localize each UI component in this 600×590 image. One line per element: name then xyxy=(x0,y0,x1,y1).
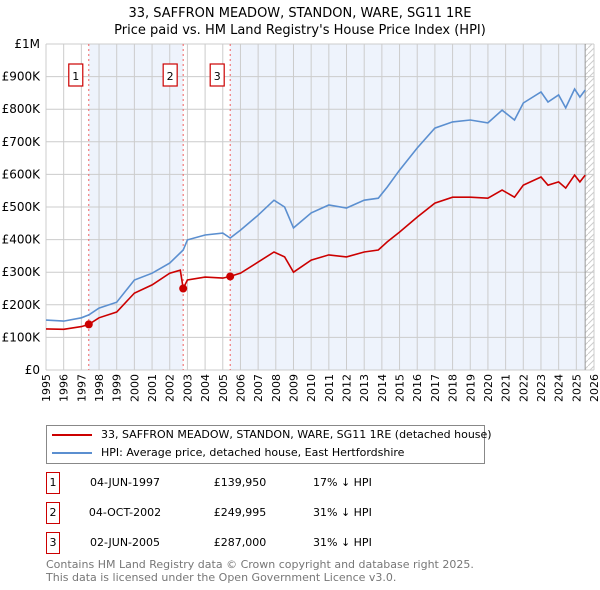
x-tick-label: 1999 xyxy=(111,374,124,402)
transaction-price: £249,995 xyxy=(213,506,267,519)
x-tick-label: 2006 xyxy=(234,374,247,402)
footer-licence: This data is licensed under the Open Gov… xyxy=(46,571,397,584)
x-tick-label: 2016 xyxy=(411,374,424,402)
sale-label-box xyxy=(68,63,84,87)
x-tick-label: 2003 xyxy=(181,374,194,402)
y-tick-label: £900K xyxy=(2,70,42,84)
x-tick-label: 2021 xyxy=(500,374,513,402)
chart-subtitle: Price paid vs. HM Land Registry's House … xyxy=(114,23,486,38)
sale-label: 2 xyxy=(167,70,174,83)
transaction-row: 3 02-JUN-2005 £287,000 31% ↓ HPI xyxy=(0,532,600,556)
x-tick-label: 2018 xyxy=(447,374,460,402)
x-tick-label: 2001 xyxy=(146,374,159,402)
legend-swatch-property xyxy=(52,434,92,436)
x-tick-label: 2010 xyxy=(305,374,318,402)
transaction-row: 1 04-JUN-1997 £139,950 17% ↓ HPI xyxy=(0,472,600,496)
x-tick-label: 2025 xyxy=(570,374,583,402)
y-tick-label: £300K xyxy=(2,265,42,279)
transaction-number: 2 xyxy=(46,502,60,524)
x-tick-label: 2015 xyxy=(394,374,407,402)
sale-point xyxy=(179,284,188,293)
legend: 33, SAFFRON MEADOW, STANDON, WARE, SG11 … xyxy=(46,425,492,464)
x-tick-label: 2014 xyxy=(376,374,389,402)
transaction-hpi-diff: 31% ↓ HPI xyxy=(313,536,372,549)
x-tick-label: 2004 xyxy=(199,374,212,402)
sale-label: 1 xyxy=(72,70,79,83)
chart-title: 33, SAFFRON MEADOW, STANDON, WARE, SG11 … xyxy=(128,6,471,21)
x-tick-label: 2009 xyxy=(287,374,300,402)
x-tick-label: 2007 xyxy=(252,374,265,402)
x-tick-label: 2002 xyxy=(164,374,177,402)
x-tick-label: 2019 xyxy=(464,374,477,402)
x-tick-label: 2020 xyxy=(482,374,495,402)
x-tick-label: 2017 xyxy=(429,374,442,402)
transaction-hpi-diff: 17% ↓ HPI xyxy=(313,476,372,489)
y-tick-label: £500K xyxy=(2,200,42,214)
x-tick-label: 2000 xyxy=(128,374,141,402)
x-tick-label: 2012 xyxy=(341,374,354,402)
x-tick-label: 1998 xyxy=(93,374,106,402)
x-tick-label: 2005 xyxy=(217,374,230,402)
x-tick-label: 2008 xyxy=(270,374,283,402)
y-tick-label: £100K xyxy=(2,330,42,344)
x-tick-label: 1996 xyxy=(58,374,71,402)
transaction-price: £139,950 xyxy=(213,476,267,489)
legend-label-hpi: HPI: Average price, detached house, East… xyxy=(101,446,405,459)
sale-point xyxy=(84,320,93,329)
footer: Contains HM Land Registry data © Crown c… xyxy=(46,558,474,584)
x-tick-label: 2011 xyxy=(323,374,336,402)
x-tick-label: 1997 xyxy=(75,374,88,402)
y-tick-label: £600K xyxy=(2,167,42,181)
transaction-date: 02-JUN-2005 xyxy=(89,536,161,549)
sale-point xyxy=(226,272,235,281)
transaction-hpi-diff: 31% ↓ HPI xyxy=(313,506,372,519)
transaction-number: 1 xyxy=(46,472,60,494)
y-tick-label: £1M xyxy=(14,37,40,51)
sale-label-box xyxy=(162,63,178,87)
transaction-number: 3 xyxy=(46,532,60,554)
y-tick-label: £700K xyxy=(2,135,42,149)
sale-label-box xyxy=(209,63,225,87)
transaction-price: £287,000 xyxy=(213,536,267,549)
x-tick-label: 1995 xyxy=(40,374,53,402)
transaction-date: 04-JUN-1997 xyxy=(89,476,161,489)
footer-copyright: Contains HM Land Registry data © Crown c… xyxy=(46,558,474,571)
transaction-row: 2 04-OCT-2002 £249,995 31% ↓ HPI xyxy=(0,502,600,526)
y-tick-label: £800K xyxy=(2,102,42,116)
property-price-line xyxy=(45,173,586,331)
hpi-line xyxy=(45,87,586,322)
transaction-date: 04-OCT-2002 xyxy=(88,506,162,519)
x-tick-label: 2023 xyxy=(535,374,548,402)
x-tick-label: 2024 xyxy=(553,374,566,402)
x-tick-label: 2022 xyxy=(517,374,530,402)
x-tick-label: 2013 xyxy=(358,374,371,402)
sale-label: 3 xyxy=(214,70,221,83)
legend-label-property: 33, SAFFRON MEADOW, STANDON, WARE, SG11 … xyxy=(101,428,492,441)
y-tick-label: £200K xyxy=(2,298,42,312)
y-tick-label: £0 xyxy=(25,363,40,377)
legend-swatch-hpi xyxy=(52,452,92,454)
y-tick-label: £400K xyxy=(2,233,42,247)
x-tick-label: 2026 xyxy=(588,374,600,402)
price-chart: 33, SAFFRON MEADOW, STANDON, WARE, SG11 … xyxy=(2,6,600,402)
